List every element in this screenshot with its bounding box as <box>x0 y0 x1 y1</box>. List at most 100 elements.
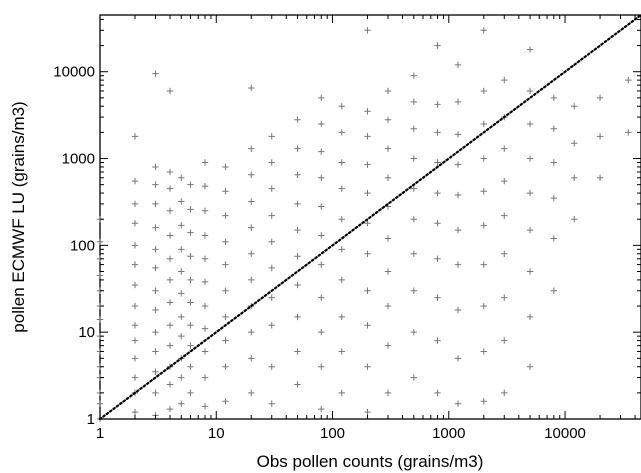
scatter-point <box>178 313 185 321</box>
scatter-point <box>294 145 301 152</box>
scatter-point <box>248 145 255 152</box>
scatter-point <box>96 272 104 279</box>
y-axis-title: pollen ECMWF LU (grains/m3) <box>9 101 28 332</box>
scatter-point <box>294 381 301 388</box>
scatter-point <box>384 145 392 152</box>
scatter-point <box>201 348 209 355</box>
scatter-point <box>571 103 578 110</box>
scatter-point <box>434 255 441 263</box>
scatter-point <box>152 287 159 294</box>
scatter-point <box>384 235 392 242</box>
scatter-point <box>318 405 325 413</box>
scatter-point <box>131 302 139 310</box>
scatter-point <box>268 238 275 245</box>
scatter-point <box>178 246 185 253</box>
scatter-point <box>152 306 159 314</box>
scatter-point <box>318 203 325 210</box>
scatter-point <box>501 337 508 344</box>
scatter-point <box>131 242 139 249</box>
scatter-point <box>480 348 487 355</box>
scatter-point <box>131 177 139 185</box>
scatter-point <box>201 302 209 310</box>
scatter-point <box>294 200 301 208</box>
scatter-point <box>222 163 229 171</box>
scatter-point <box>384 87 392 95</box>
scatter-point <box>550 287 557 294</box>
scatter-point <box>131 408 139 416</box>
scatter-point <box>248 276 255 284</box>
scatter-point <box>480 302 487 310</box>
scatter-point <box>248 84 255 92</box>
scatter-point <box>222 188 229 195</box>
scatter-point <box>248 328 255 336</box>
scatter-point <box>550 159 557 166</box>
scatter-point <box>187 363 194 370</box>
scatter-point <box>480 188 487 195</box>
scatter-point <box>364 408 371 416</box>
scatter-point <box>222 287 229 294</box>
scatter-point <box>338 276 345 284</box>
scatter-point <box>187 389 194 397</box>
scatter-point <box>96 238 104 245</box>
scatter-point <box>526 268 534 275</box>
scatter-point <box>187 253 194 260</box>
scatter-point <box>131 374 139 381</box>
scatter-point <box>318 120 325 128</box>
scatter-point <box>166 322 174 329</box>
scatter-point <box>338 129 345 136</box>
scatter-point <box>338 348 345 355</box>
scatter-point <box>187 229 194 236</box>
scatter-point <box>410 185 417 192</box>
scatter-point <box>166 276 174 284</box>
scatter-point <box>318 294 325 301</box>
scatter-point <box>166 185 174 192</box>
scatter-point <box>364 322 371 329</box>
scatter-point <box>187 322 194 329</box>
scatter-point <box>480 155 487 162</box>
y-tick-label: 10000 <box>53 64 95 81</box>
scatter-point <box>178 222 185 229</box>
scatter-point <box>187 342 194 349</box>
scatter-point <box>434 294 441 301</box>
scatter-point <box>152 264 159 272</box>
identity-line <box>98 13 641 421</box>
scatter-point <box>201 374 209 381</box>
y-tick-label: 1 <box>87 411 95 428</box>
scatter-point <box>201 278 209 286</box>
scatter-point <box>434 219 441 227</box>
scatter-point <box>152 70 159 77</box>
scatter-point <box>268 363 275 370</box>
scatter-point <box>152 389 159 397</box>
scatter-point <box>384 342 392 349</box>
scatter-point <box>454 61 462 69</box>
scatter-point <box>318 232 325 239</box>
scatter-point <box>166 87 174 95</box>
scatter-point <box>550 125 557 133</box>
scatter-point <box>248 224 255 231</box>
scatter-point <box>131 337 139 344</box>
scatter-point <box>501 76 508 84</box>
x-tick-label: 10 <box>208 425 225 442</box>
scatter-point <box>96 316 104 323</box>
scatter-point <box>550 194 557 202</box>
scatter-point <box>131 322 139 329</box>
scatter-point <box>166 405 174 413</box>
axis-ticks: 1 10 100 1000 10000 1 10 100 1000 10000 <box>53 15 641 442</box>
scatter-point <box>625 129 632 136</box>
scatter-point <box>96 400 104 407</box>
scatter-point <box>501 177 508 185</box>
scatter-point <box>268 133 275 140</box>
scatter-point <box>410 216 417 223</box>
scatter-point <box>201 232 209 239</box>
scatter-point <box>294 348 301 355</box>
scatter-point <box>131 133 139 140</box>
scatter-point <box>222 212 229 219</box>
scatter-point <box>410 287 417 294</box>
scatter-point <box>178 400 185 407</box>
scatter-point <box>526 120 534 128</box>
scatter-point <box>454 400 462 407</box>
scatter-point <box>571 140 578 147</box>
scatter-point <box>364 189 371 197</box>
scatter-point <box>550 235 557 242</box>
scatter-point <box>152 348 159 355</box>
